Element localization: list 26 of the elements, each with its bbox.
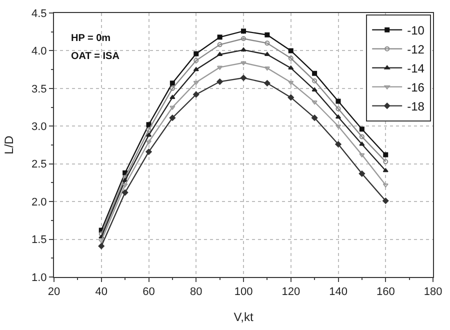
- legend-label: -18: [407, 100, 425, 114]
- legend-label: -12: [407, 42, 425, 56]
- y-tick-label: 3.0: [32, 120, 47, 133]
- x-tick-label: 40: [95, 286, 108, 298]
- annotation: OAT = ISA: [71, 51, 120, 62]
- legend-label: -16: [407, 80, 425, 94]
- x-tick-label: 100: [234, 286, 253, 298]
- legend-label: -10: [407, 24, 425, 38]
- y-tick-label: 4.0: [32, 46, 47, 58]
- x-tick-label: 60: [142, 286, 155, 298]
- y-axis-title: L/D: [2, 135, 16, 154]
- x-tick-label: 20: [48, 286, 60, 298]
- annotation: HP = 0m: [71, 33, 111, 44]
- y-tick-label: 2.0: [32, 196, 47, 208]
- y-tick-label: 3.5: [32, 83, 47, 96]
- legend-label: -14: [407, 62, 425, 76]
- y-tick-label: 4.5: [32, 8, 47, 20]
- x-axis-title: V,kt: [234, 310, 254, 324]
- x-tick-label: 120: [282, 286, 300, 298]
- x-tick-label: 180: [424, 286, 442, 298]
- y-tick-label: 2.5: [32, 158, 47, 171]
- x-tick-label: 140: [329, 286, 348, 298]
- x-tick-label: 80: [190, 286, 202, 298]
- x-tick-label: 160: [376, 286, 395, 298]
- y-tick-label: 1.0: [32, 272, 47, 284]
- y-tick-label: 1.5: [32, 234, 47, 246]
